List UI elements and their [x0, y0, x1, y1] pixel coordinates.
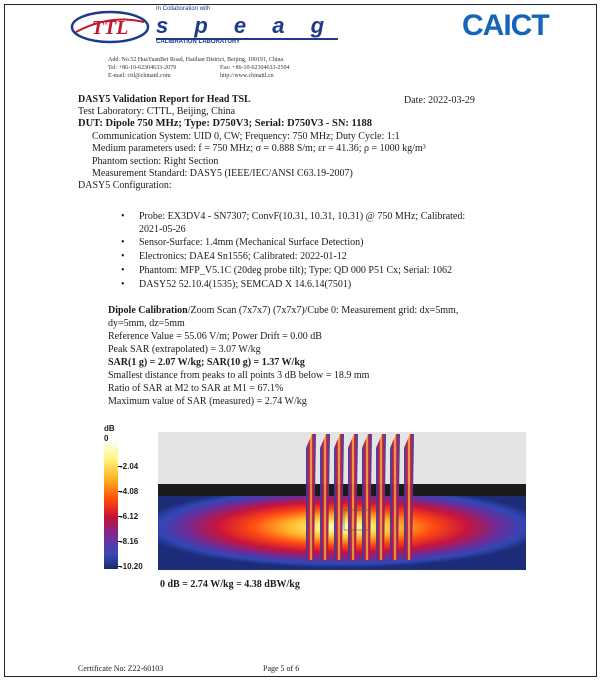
- address-block: Add: No.52 HuaYuanBei Road, Haidian Dist…: [108, 56, 290, 80]
- config-sensor: Sensor-Surface: 1.4mm (Mechanical Surfac…: [139, 237, 364, 248]
- plot-caption: 0 dB = 2.74 W/kg = 4.38 dBW/kg: [160, 579, 300, 590]
- calibration-title: Dipole Calibration/Zoom Scan (7x7x7) (7x…: [108, 305, 458, 317]
- colorbar-unit: dB: [104, 424, 115, 433]
- calibration-title-bold: Dipole Calibration: [108, 305, 188, 316]
- config-electronics: Electronics: DAE4 Sn1556; Calibrated: 20…: [139, 251, 347, 262]
- sar-distribution-plot: [158, 432, 526, 570]
- measurement-standard: Measurement Standard: DASY5 (IEEE/IEC/AN…: [92, 168, 353, 179]
- colorbar-tickmark: [118, 541, 122, 542]
- bullet-icon: •: [121, 237, 125, 248]
- bullet-icon: •: [121, 265, 125, 276]
- calibration-lab-text: CALIBRATION LABORATORY: [156, 39, 241, 45]
- phantom-section: Phantom section: Right Section: [92, 156, 219, 167]
- bullet-icon: •: [121, 251, 125, 262]
- peak-sar: Peak SAR (extrapolated) = 3.07 W/kg: [108, 344, 261, 355]
- colorbar-tick: 0: [104, 434, 109, 443]
- colorbar-tick: -4.08: [120, 487, 139, 496]
- tel-line: Tel: +86-10-62304633-2079: [108, 65, 177, 71]
- sar-ratio: Ratio of SAR at M2 to SAR at M1 = 67.1%: [108, 383, 284, 394]
- web-line: http://www.chinattl.cn: [220, 73, 274, 79]
- address-line: Add: No.52 HuaYuanBei Road, Haidian Dist…: [108, 57, 284, 63]
- colorbar-tick: -2.04: [120, 462, 139, 471]
- page-number: Page 5 of 6: [263, 664, 300, 673]
- colorbar-tick: -6.12: [120, 512, 139, 521]
- fax-line: Fax: +86-10-62304633-2504: [220, 65, 290, 71]
- bullet-icon: •: [121, 279, 125, 290]
- config-probe-date: 2021-05-26: [139, 224, 186, 235]
- speag-logo: s p e a g: [156, 14, 339, 40]
- config-phantom: Phantom: MFP_V5.1C (20deg probe tilt); T…: [139, 265, 453, 276]
- colorbar-tickmark: [118, 566, 122, 567]
- caict-logo: CAICT: [462, 9, 550, 42]
- max-sar: Maximum value of SAR (measured) = 2.74 W…: [108, 396, 307, 407]
- bullet-icon: •: [121, 211, 125, 222]
- comm-system: Communication System: UID 0, CW; Frequen…: [92, 131, 400, 142]
- ttl-logo-text: TTL: [92, 17, 129, 39]
- colorbar-tickmark: [118, 516, 122, 517]
- colorbar-tickmark: [118, 491, 122, 492]
- collab-text: In Collaboration with: [156, 6, 211, 12]
- config-probe: Probe: EX3DV4 - SN7307; ConvF(10.31, 10.…: [139, 211, 466, 222]
- smallest-distance: Smallest distance from peaks to all poin…: [108, 370, 370, 381]
- report-title: DASY5 Validation Report for Head TSL: [78, 94, 251, 105]
- reference-value: Reference Value = 55.06 V/m; Power Drift…: [108, 331, 322, 342]
- email-line: E-mail: cttl@chinattl.com: [108, 73, 171, 79]
- ttl-logo: TTL: [70, 10, 150, 44]
- calibration-grid: dy=5mm, dz=5mm: [108, 318, 185, 329]
- page-border: [4, 4, 597, 677]
- colorbar-tick: -8.16: [120, 537, 139, 546]
- medium-params: Medium parameters used: f = 750 MHz; σ =…: [92, 143, 426, 154]
- report-date: Date: 2022-03-29: [404, 95, 475, 106]
- config-title: DASY5 Configuration:: [78, 180, 172, 191]
- colorbar-tick: -10.20: [120, 562, 143, 571]
- cube-outline: [343, 509, 371, 531]
- config-software: DASY52 52.10.4(1535); SEMCAD X 14.6.14(7…: [139, 279, 352, 290]
- colorbar: [104, 441, 118, 569]
- sar-values: SAR(1 g) = 2.07 W/kg; SAR(10 g) = 1.37 W…: [108, 357, 305, 368]
- colorbar-tickmark: [118, 466, 122, 467]
- test-lab: Test Laboratory: CTTL, Beijing, China: [78, 106, 236, 117]
- certificate-number: Certificate No: Z22-60103: [78, 664, 164, 673]
- scan-slices: [306, 434, 414, 560]
- calibration-title-rest: /Zoom Scan (7x7x7) (7x7x7)/Cube 0: Measu…: [187, 305, 459, 316]
- dut-line: DUT: Dipole 750 MHz; Type: D750V3; Seria…: [78, 118, 372, 129]
